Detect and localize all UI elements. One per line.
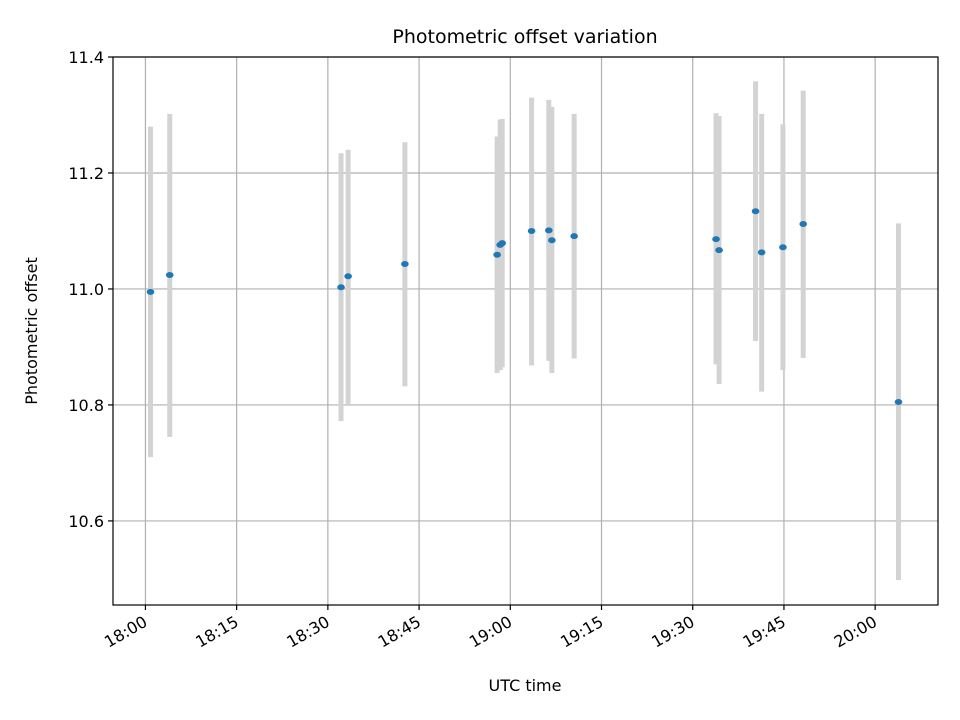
data-point	[715, 247, 723, 254]
data-point	[799, 221, 808, 228]
plot-frame	[112, 56, 939, 606]
data-point	[757, 249, 766, 256]
data-point	[894, 399, 903, 406]
data-point	[165, 272, 174, 279]
y-tick-label: 11.2	[68, 164, 104, 183]
x-axis-label: UTC time	[489, 676, 562, 695]
data-point	[570, 233, 578, 240]
y-tick-label: 11.4	[68, 48, 104, 67]
data-point	[712, 236, 720, 243]
data-point	[545, 227, 553, 234]
data-point	[548, 237, 556, 244]
point-layer	[146, 208, 903, 406]
data-point	[401, 261, 409, 268]
data-point	[751, 208, 760, 215]
data-point	[498, 240, 506, 247]
y-tick-label: 11.0	[68, 280, 104, 299]
data-point	[146, 288, 155, 295]
data-point	[527, 227, 536, 234]
data-point	[493, 251, 501, 258]
y-axis-label: Photometric offset	[22, 257, 41, 405]
data-point	[337, 284, 345, 291]
y-tick-label: 10.6	[68, 512, 104, 531]
chart-title: Photometric offset variation	[392, 26, 657, 48]
y-tick-label: 10.8	[68, 396, 104, 415]
data-point	[344, 273, 352, 280]
data-point	[779, 244, 787, 251]
